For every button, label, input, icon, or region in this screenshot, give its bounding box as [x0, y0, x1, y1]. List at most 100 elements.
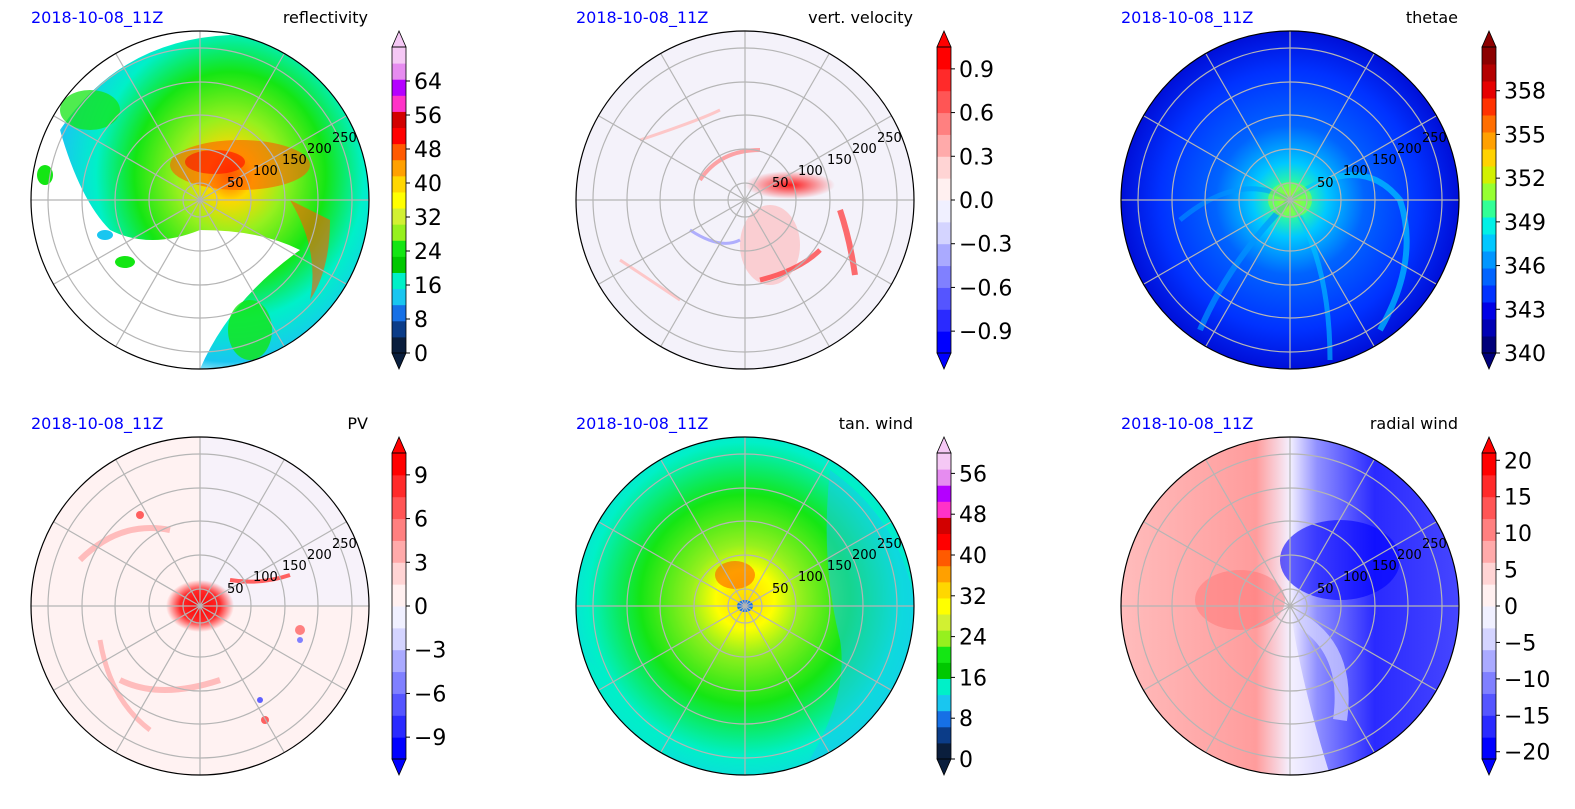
radial-tick-labels: 50 100 150 200 250 [772, 131, 902, 191]
colorbar-segment [937, 178, 951, 201]
colorbar-tick-label: 32 [414, 206, 442, 231]
radial-tick-label: 200 [852, 548, 877, 563]
colorbar-tick-label: 355 [1504, 123, 1546, 148]
colorbar-tick-label: 349 [1504, 211, 1546, 236]
colorbar-outline [936, 452, 952, 760]
radial-tick-label: 100 [253, 570, 278, 585]
radial-tick-label: 200 [307, 548, 332, 563]
colorbar-tick-label: 3 [414, 551, 428, 576]
colorbar-segment [1482, 671, 1496, 694]
colorbar-segment [1482, 217, 1496, 235]
colorbar: −9 −6 −3 0 3 6 9 [391, 436, 446, 776]
colorbar-segment [392, 737, 406, 760]
colorbar-tick-label: 16 [414, 274, 442, 299]
polar-grid [576, 437, 914, 775]
colorbar-segment [1482, 453, 1496, 476]
colorbar-tick-label: 8 [414, 308, 428, 333]
colorbar-tick-label: 6 [414, 508, 428, 533]
colorbar: 340 343 346 349 352 355 358 [1481, 30, 1546, 370]
polar-frame [575, 30, 915, 370]
colorbar-segment [1482, 540, 1496, 563]
colorbar-tick-label: 346 [1504, 255, 1546, 280]
radial-tick-label: 200 [307, 142, 332, 157]
colorbar-segment [937, 331, 951, 354]
colorbar-segment [392, 159, 406, 177]
radial-tick-label: 50 [227, 176, 244, 191]
radial-tick-labels: 50 100 150 200 250 [1317, 131, 1447, 191]
colorbar-segment [937, 549, 951, 567]
colorbar-segment [1482, 200, 1496, 218]
colorbar-segment [1482, 336, 1496, 354]
colorbar-extend-max [391, 30, 407, 48]
colorbar-segment [937, 614, 951, 631]
panel-datetime: 2018-10-08_11Z [31, 8, 163, 28]
colorbar-segment [392, 540, 406, 563]
radial-tick-label: 50 [1317, 582, 1334, 597]
colorbar: 0 8 16 24 32 40 48 56 [936, 436, 987, 776]
colorbar-segment [937, 156, 951, 179]
radial-tick-label: 250 [1422, 537, 1447, 552]
colorbar-tick-label: 0.0 [959, 189, 994, 214]
colorbar-tick-label: −3 [414, 639, 446, 664]
radial-tick-label: 250 [332, 131, 357, 146]
colorbar-segment [392, 95, 406, 112]
colorbar-segment [392, 671, 406, 694]
colorbar-tick-label: 24 [414, 240, 442, 265]
colorbar-segment [392, 240, 406, 257]
panel-title: PV [347, 414, 368, 433]
colorbar-tick-label: −0.9 [959, 320, 1012, 345]
colorbar-segment [392, 562, 406, 585]
colorbar-tick-label: −5 [1504, 631, 1536, 656]
polar-frame [1120, 436, 1460, 776]
colorbar-tick-label: 15 [1504, 486, 1532, 511]
colorbar-segment [392, 256, 406, 273]
colorbar-tick-label: 40 [959, 544, 987, 569]
colorbar-extend-min [1481, 758, 1497, 776]
colorbar-tick-label: 56 [959, 462, 987, 487]
colorbar-segment [1482, 319, 1496, 337]
polar-frame [1120, 30, 1460, 370]
colorbar-segment [937, 726, 951, 744]
colorbar-tick-label: 0.9 [959, 58, 994, 83]
colorbar-segment [937, 678, 951, 696]
colorbar-tick-label: 0.6 [959, 102, 994, 127]
radial-tick-label: 200 [852, 142, 877, 157]
colorbar: 0 8 16 24 32 40 48 56 64 [391, 30, 442, 370]
colorbar-segment [1482, 149, 1496, 167]
colorbar-tick-label: 32 [959, 585, 987, 610]
colorbar-segment [1482, 64, 1496, 82]
radial-tick-label: 250 [332, 537, 357, 552]
polar-grid [1121, 31, 1459, 369]
colorbar-segment [1482, 234, 1496, 252]
radial-tick-label: 100 [253, 164, 278, 179]
radial-tick-label: 100 [1343, 164, 1368, 179]
colorbar-segment [1482, 47, 1496, 65]
radial-tick-label: 150 [282, 153, 307, 168]
colorbar-segment [937, 565, 951, 583]
colorbar-segment [1482, 285, 1496, 303]
colorbar-tick-label: −10 [1504, 668, 1550, 693]
polar-grid [31, 437, 369, 775]
colorbar-segment [1482, 518, 1496, 541]
panel-datetime: 2018-10-08_11Z [1121, 414, 1253, 434]
colorbar-segment [1482, 81, 1496, 99]
colorbar-segment [392, 693, 406, 716]
radial-tick-labels: 50 100 150 200 250 [227, 131, 357, 191]
colorbar-tick-label: 0 [959, 748, 973, 773]
colorbar-segment [392, 627, 406, 651]
colorbar-extend-max [936, 30, 952, 48]
panel-thetae: 50 100 150 200 250 2018-10-08_11Z thetae… [1120, 8, 1546, 370]
colorbar-outline [391, 46, 407, 354]
colorbar-extend-max [1481, 436, 1497, 454]
colorbar-extend-min [936, 758, 952, 776]
polar-frame [575, 436, 915, 776]
colorbar-segment [392, 79, 406, 96]
colorbar-tick-label: 40 [414, 172, 442, 197]
colorbar-segment [1482, 649, 1496, 673]
colorbar-segment [392, 304, 406, 322]
polar-grid [31, 31, 369, 369]
colorbar-tick-label: −6 [414, 682, 446, 707]
colorbar-extend-min [391, 352, 407, 370]
colorbar-tick-label: 48 [959, 503, 987, 528]
